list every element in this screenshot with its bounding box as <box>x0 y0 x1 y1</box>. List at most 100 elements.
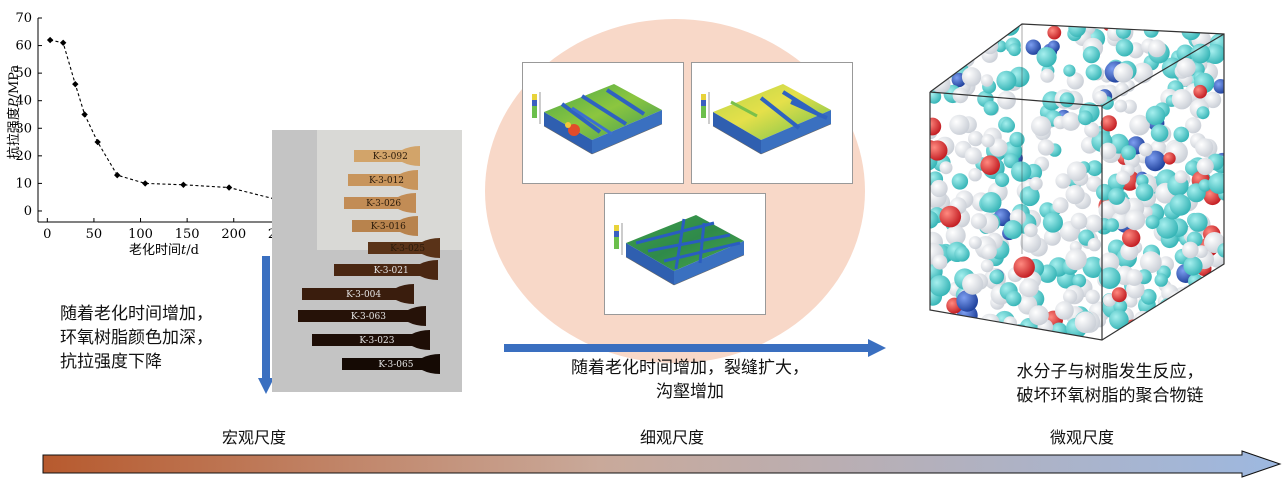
x-tick-label: 200 <box>221 227 246 242</box>
data-point <box>180 181 187 188</box>
atom-sphere <box>1209 326 1223 340</box>
atom-sphere <box>1144 150 1166 172</box>
atom-sphere <box>1124 209 1146 231</box>
atom-sphere <box>1139 251 1162 274</box>
atom-sphere <box>936 29 949 43</box>
atom-sphere <box>1213 276 1224 295</box>
atom-sphere <box>968 37 984 53</box>
atom-sphere <box>1205 44 1224 64</box>
atom-sphere <box>1217 243 1224 258</box>
atom-sphere <box>960 41 974 54</box>
afm-plot-1 <box>522 62 684 184</box>
atom-sphere <box>1129 114 1150 136</box>
atom-sphere <box>980 155 1000 175</box>
micro-caption: 水分子与树脂发生反应， 破坏环氧树脂的聚合物链 <box>980 360 1240 408</box>
atom-sphere <box>945 225 966 246</box>
specimen-bar: K-3-016 <box>352 216 418 236</box>
atom-sphere <box>954 246 970 262</box>
atom-sphere <box>1085 289 1100 304</box>
atom-sphere <box>1023 223 1038 238</box>
specimen-label: K-3-026 <box>366 199 401 209</box>
specimen-label: K-3-012 <box>369 176 404 186</box>
chart-series <box>46 36 282 204</box>
atom-sphere <box>1212 328 1224 340</box>
atom-sphere <box>1011 161 1032 182</box>
atom-sphere <box>1047 25 1062 40</box>
meso-right-arrow <box>504 339 886 357</box>
atom-sphere <box>930 275 951 297</box>
atom-sphere <box>1183 256 1203 276</box>
atom-sphere <box>1137 315 1158 336</box>
atom-sphere <box>1029 176 1043 191</box>
x-tick-label: 0 <box>43 227 51 242</box>
atom-sphere <box>939 205 962 228</box>
atom-sphere <box>1176 301 1196 321</box>
atom-sphere <box>1189 319 1204 334</box>
atom-sphere <box>1008 43 1021 57</box>
molecular-simulation-cube <box>929 23 1225 341</box>
atom-sphere <box>1195 24 1209 30</box>
atom-sphere <box>1181 24 1201 41</box>
atom-sphere <box>1175 303 1194 322</box>
atom-sphere <box>1005 290 1022 307</box>
atom-sphere <box>982 26 999 43</box>
atom-sphere <box>1051 322 1068 339</box>
atom-sphere <box>1087 237 1102 252</box>
macro-caption-line2: 环氧树脂颜色加深， <box>60 328 213 348</box>
data-point <box>81 111 88 118</box>
atom-sphere <box>930 330 937 340</box>
macro-caption-line1: 随着老化时间增加， <box>60 304 213 324</box>
atom-sphere <box>1204 91 1222 109</box>
specimen-label: K-3-063 <box>351 312 386 322</box>
data-point <box>141 180 149 187</box>
atom-sphere <box>938 39 954 55</box>
atom-sphere <box>956 290 978 312</box>
specimen-bar: K-3-012 <box>348 170 418 190</box>
atom-sphere <box>989 269 1004 285</box>
atom-sphere <box>1201 296 1224 319</box>
micro-caption-line2: 破坏环氧树脂的聚合物链 <box>1016 386 1204 406</box>
atom-sphere <box>1019 278 1039 298</box>
atom-sphere <box>975 24 994 39</box>
afm-plot-2 <box>691 62 853 184</box>
atom-sphere <box>1204 319 1217 332</box>
atom-sphere <box>930 179 948 198</box>
afm-plot-3 <box>604 193 768 315</box>
atom-sphere <box>1181 285 1198 302</box>
specimen-label: K-3-004 <box>346 290 381 300</box>
atom-sphere <box>1207 294 1220 308</box>
x-tick-label: 100 <box>128 227 153 242</box>
atom-sphere <box>962 273 984 295</box>
data-point <box>59 39 67 47</box>
atom-sphere <box>964 147 982 165</box>
atom-sphere <box>930 117 942 136</box>
atom-sphere <box>1150 318 1163 332</box>
atom-sphere <box>1068 24 1086 37</box>
specimen-bar: K-3-021 <box>334 260 438 280</box>
aged-specimens-photo: K-3-092 K-3-012 K-3-026 K-3-016 K-3-025 K-3-0… <box>272 130 462 392</box>
scale-gradient-arrow <box>42 450 1282 478</box>
atom-sphere <box>1138 142 1153 157</box>
atom-sphere <box>980 192 1002 213</box>
macro-down-arrow <box>258 256 274 394</box>
atom-sphere <box>1185 160 1200 176</box>
atom-sphere <box>1132 62 1153 84</box>
atom-sphere <box>1111 287 1127 303</box>
y-tick-label: 0 <box>24 204 32 219</box>
atom-sphere <box>1099 252 1120 273</box>
atom-sphere <box>1085 64 1102 81</box>
atom-sphere <box>981 244 997 260</box>
atom-sphere <box>1059 92 1075 108</box>
x-axis-label: 老化时间t/d <box>129 243 199 258</box>
specimen-label: K-3-023 <box>359 336 394 346</box>
atom-sphere <box>1190 43 1211 64</box>
specimen-bar: K-3-025 <box>368 238 440 258</box>
meso-caption-line2: 沟壑增加 <box>656 382 724 402</box>
atom-sphere <box>1105 218 1119 232</box>
atom-sphere <box>944 24 962 37</box>
atom-sphere <box>1173 126 1190 143</box>
atom-sphere <box>932 254 948 270</box>
atom-sphere <box>1163 152 1176 165</box>
atom-sphere <box>1182 241 1199 259</box>
specimen-bar: K-3-065 <box>342 354 440 374</box>
